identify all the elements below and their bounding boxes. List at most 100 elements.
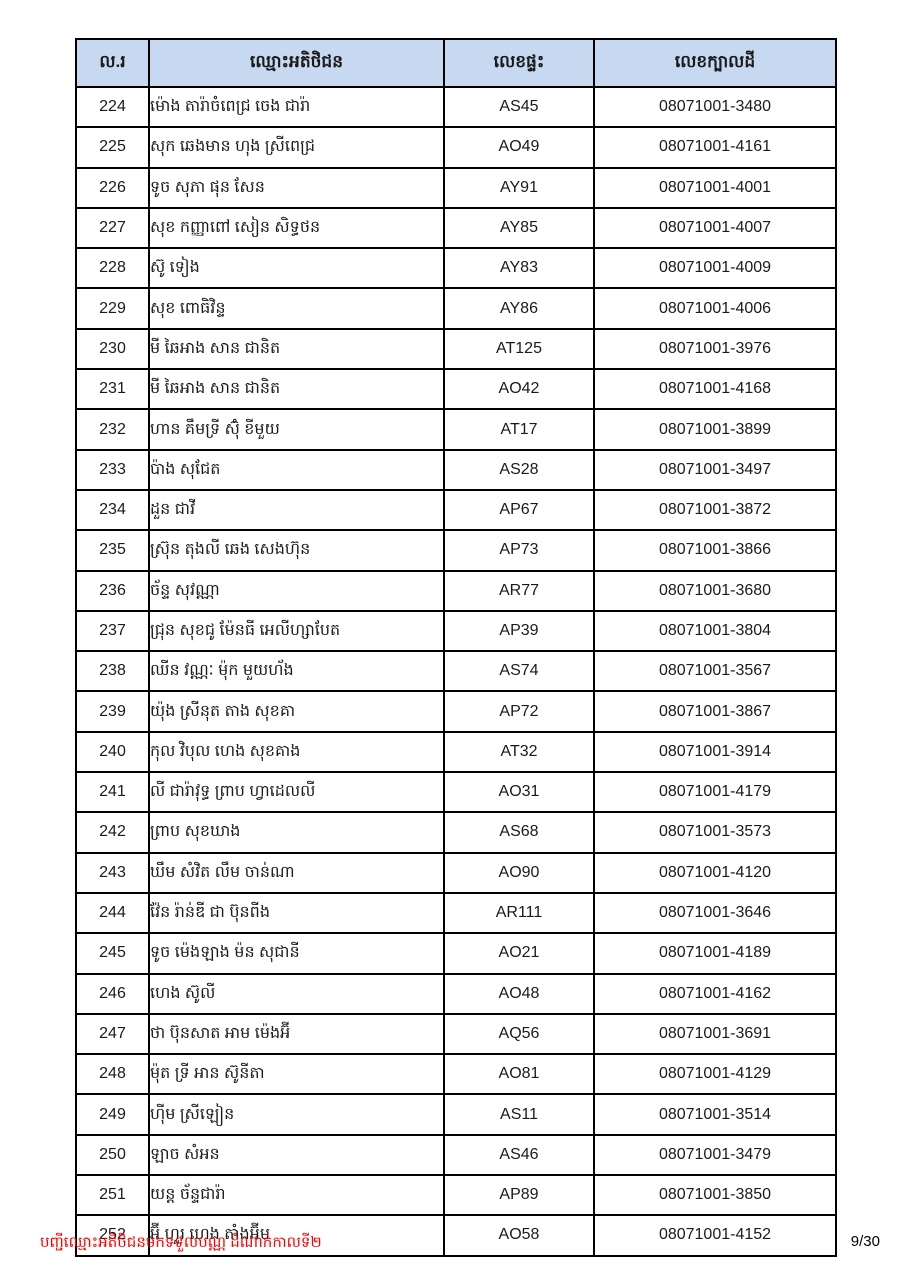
land-parcel-cell: 08071001-3680 (593, 569, 837, 612)
house-number-cell: AR111 (443, 891, 595, 935)
house-number-cell: AT17 (443, 408, 595, 451)
customer-name-cell: ទូច សុភា ផុន សែន (148, 166, 445, 209)
customer-name-cell: ស្រ៊ុន តុងលី ឆេង សេងហ៊ុន (148, 529, 445, 572)
table-row: 238 ឈីន វណ្ណៈ ម៉ុក មួយហ័ង AS74 08071001-… (75, 650, 837, 693)
house-number-cell: AP89 (443, 1174, 595, 1217)
house-number-cell: AO48 (443, 972, 595, 1015)
table-row: 249 ហ៊ីម ស្រីឡៀន AS11 08071001-3514 (75, 1093, 837, 1136)
table-row: 225 សុក ឆេងមាន ហុង ស្រីពេជ្រ AO49 080710… (75, 126, 837, 169)
land-parcel-cell: 08071001-3480 (593, 85, 837, 129)
house-number-cell: AO49 (443, 126, 595, 169)
land-parcel-cell: 08071001-4161 (593, 126, 837, 169)
customer-name-cell: ដួន ជាវី (148, 488, 445, 532)
land-parcel-cell: 08071001-4120 (593, 851, 837, 894)
row-number-cell: 237 (75, 609, 150, 653)
customer-name-cell: មី ឆៃអាង សាន ជានិត (148, 327, 445, 371)
customer-name-cell: យន្ត ច័ន្ទជារ៉ា (148, 1174, 445, 1217)
header-house-number: លេខផ្ទះ (443, 38, 595, 88)
customer-name-cell: ទូច ម៉េងឡាង ម៉ន សុជានី (148, 932, 445, 975)
customer-name-cell: ហ៊ីម ស្រីឡៀន (148, 1093, 445, 1136)
row-number-cell: 228 (75, 247, 150, 290)
row-number-cell: 231 (75, 368, 150, 411)
row-number-cell: 230 (75, 327, 150, 371)
customer-name-cell: ឈីន វណ្ណៈ ម៉ុក មួយហ័ង (148, 650, 445, 693)
land-parcel-cell: 08071001-3976 (593, 327, 837, 371)
customer-name-cell: ឡាច សំអន (148, 1133, 445, 1177)
land-parcel-cell: 08071001-3479 (593, 1133, 837, 1177)
table-row: 229 សុខ ពោធិវិន្ទ AY86 08071001-4006 (75, 287, 837, 330)
page-number: 9/30 (850, 1233, 880, 1250)
house-number-cell: AS45 (443, 85, 595, 129)
table-row: 233 ប៉ាង សុជែត AS28 08071001-3497 (75, 448, 837, 491)
row-number-cell: 243 (75, 851, 150, 894)
table-body: 224 ម៉ោង តារ៉ាចំពេជ្រ ចេង ជារ៉ា AS45 080… (75, 85, 837, 1257)
house-number-cell: AS28 (443, 448, 595, 491)
customer-name-cell: វ៉ែន រ៉ាន់ឌី ជា ប៊ុនពីង (148, 891, 445, 935)
house-number-cell: AS46 (443, 1133, 595, 1177)
house-number-cell: AY91 (443, 166, 595, 209)
house-number-cell: AO58 (443, 1214, 595, 1257)
table-row: 235 ស្រ៊ុន តុងលី ឆេង សេងហ៊ុន AP73 080710… (75, 529, 837, 572)
house-number-cell: AO90 (443, 851, 595, 894)
land-parcel-cell: 08071001-4162 (593, 972, 837, 1015)
table-row: 232 ហាន គឹមទ្រី ស៊ុំ ខីមួយ AT17 08071001… (75, 408, 837, 451)
customer-roster-table: ល.រ ឈ្មោះអតិថិជន លេខផ្ទះ លេខក្បាលដី 224 … (75, 38, 837, 1257)
land-parcel-cell: 08071001-3867 (593, 690, 837, 733)
house-number-cell: AS11 (443, 1093, 595, 1136)
land-parcel-cell: 08071001-3866 (593, 529, 837, 572)
house-number-cell: AS68 (443, 811, 595, 854)
row-number-cell: 236 (75, 569, 150, 612)
row-number-cell: 226 (75, 166, 150, 209)
customer-name-cell: សុក ឆេងមាន ហុង ស្រីពេជ្រ (148, 126, 445, 169)
land-parcel-cell: 08071001-3914 (593, 730, 837, 774)
customer-name-cell: ឃឹម សំវិត លឹម ចាន់ណា (148, 851, 445, 894)
customer-name-cell: អ៊ី ហួរ ហេង តាំងអ៊ីម (148, 1214, 445, 1257)
land-parcel-cell: 08071001-3567 (593, 650, 837, 693)
house-number-cell: AO81 (443, 1053, 595, 1096)
header-land-parcel-number: លេខក្បាលដី (593, 38, 837, 88)
land-parcel-cell: 08071001-4009 (593, 247, 837, 290)
house-number-cell: AT125 (443, 327, 595, 371)
customer-name-cell: ព្រាប សុខឃាង (148, 811, 445, 854)
land-parcel-cell: 08071001-3573 (593, 811, 837, 854)
customer-name-cell: ហាន គឹមទ្រី ស៊ុំ ខីមួយ (148, 408, 445, 451)
land-parcel-cell: 08071001-3514 (593, 1093, 837, 1136)
house-number-cell: AQ56 (443, 1012, 595, 1056)
customer-name-cell: សុខ ពោធិវិន្ទ (148, 287, 445, 330)
customer-name-cell: លី ជារ៉ាវុទ្ធ ព្រាប ហ្វាដេលលី (148, 771, 445, 814)
table-row: 239 យ៉ុង ស្រីនុត តាង សុខគា AP72 08071001… (75, 690, 837, 733)
house-number-cell: AY83 (443, 247, 595, 290)
table-row: 242 ព្រាប សុខឃាង AS68 08071001-3573 (75, 811, 837, 854)
house-number-cell: AP73 (443, 529, 595, 572)
row-number-cell: 242 (75, 811, 150, 854)
table-row: 227 សុខ កញ្ញាពៅ សៀន សិទ្ធថន AY85 0807100… (75, 206, 837, 250)
row-number-cell: 238 (75, 650, 150, 693)
row-number-cell: 240 (75, 730, 150, 774)
table-row: 243 ឃឹម សំវិត លឹម ចាន់ណា AO90 08071001-4… (75, 851, 837, 894)
table-header: ល.រ ឈ្មោះអតិថិជន លេខផ្ទះ លេខក្បាលដី (75, 38, 837, 88)
row-number-cell: 233 (75, 448, 150, 491)
land-parcel-cell: 08071001-3850 (593, 1174, 837, 1217)
table-row: 244 វ៉ែន រ៉ាន់ឌី ជា ប៊ុនពីង AR111 080710… (75, 891, 837, 935)
land-parcel-cell: 08071001-3646 (593, 891, 837, 935)
row-number-cell: 224 (75, 85, 150, 129)
table-row: 246 ហេង ស៊ូលី AO48 08071001-4162 (75, 972, 837, 1015)
house-number-cell: AS74 (443, 650, 595, 693)
house-number-cell: AO42 (443, 368, 595, 411)
table-row: 230 មី ឆៃអាង សាន ជានិត AT125 08071001-39… (75, 327, 837, 371)
table-row: 240 កុល វិបុល ហេង សុខគាង AT32 08071001-3… (75, 730, 837, 774)
table-row: 237 ជ្រុន សុខជូ ម៉ែនធី អេលីហ្សាបែត AP39 … (75, 609, 837, 653)
customer-name-cell: ជ្រុន សុខជូ ម៉ែនធី អេលីហ្សាបែត (148, 609, 445, 653)
row-number-cell: 249 (75, 1093, 150, 1136)
land-parcel-cell: 08071001-3691 (593, 1012, 837, 1056)
footer-note: បញ្ជីឈ្មោះអតិថិជនមកទទួលបណ្ណ ដំណាក់កាលទី២ (40, 1234, 322, 1251)
table-row: 231 មី ឆៃអាង សាន ជានិត AO42 08071001-416… (75, 368, 837, 411)
table-row: 247 ថា ប៊ុនសាត អាម ម៉េងអ៊ី AQ56 08071001… (75, 1012, 837, 1056)
house-number-cell: AY85 (443, 206, 595, 250)
house-number-cell: AP39 (443, 609, 595, 653)
land-parcel-cell: 08071001-3497 (593, 448, 837, 491)
row-number-cell: 246 (75, 972, 150, 1015)
row-number-cell: 235 (75, 529, 150, 572)
customer-name-cell: ម៉ោង តារ៉ាចំពេជ្រ ចេង ជារ៉ា (148, 85, 445, 129)
